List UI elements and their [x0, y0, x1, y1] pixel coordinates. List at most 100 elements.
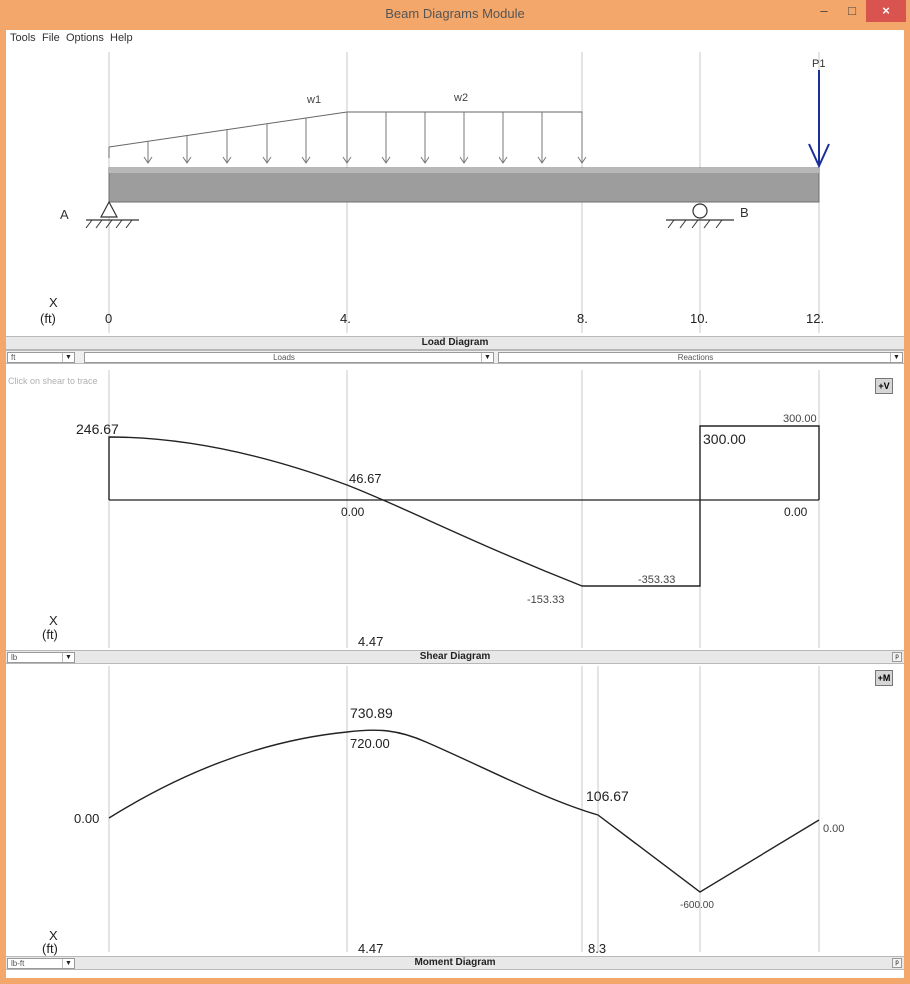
ground-hatch	[95, 219, 103, 229]
load-combo-row: ft ▼ Loads ▼ Reactions ▼	[6, 350, 904, 364]
ground-hatch	[105, 219, 113, 229]
moment-units-value: lb-ft	[11, 959, 25, 968]
menu-bar: Tools File Options Help	[6, 30, 904, 48]
close-button[interactable]: ×	[866, 0, 906, 22]
axis-unit-label: (ft)	[40, 311, 56, 326]
moment-diagram-title-bar: Moment Diagram lb-ft ▼ p	[6, 956, 904, 970]
load-arrow	[577, 156, 587, 164]
position-label: 0	[105, 311, 112, 326]
chevron-down-icon: ▼	[890, 353, 902, 362]
title-bar: Beam Diagrams Module – □ ×	[0, 0, 910, 30]
shear-value: 246.67	[76, 421, 119, 437]
menu-file[interactable]: File	[42, 32, 60, 44]
shear-diagram-title-bar: Shear Diagram lb ▼ p	[6, 650, 904, 664]
load-arrow	[182, 156, 192, 164]
load-arrow	[222, 156, 232, 164]
axis-x-label: X	[49, 613, 58, 628]
axis-unit-label: (ft)	[42, 627, 58, 642]
shear-curve	[108, 425, 820, 587]
distributed-load-outline	[108, 111, 583, 158]
units-select-value: ft	[11, 353, 16, 362]
axis-unit-label: (ft)	[42, 941, 58, 956]
menu-help[interactable]: Help	[110, 32, 133, 44]
moment-diagram-title: Moment Diagram	[414, 957, 496, 968]
diagram-canvas: w1 w2 A	[40, 52, 844, 956]
moment-sign-toggle[interactable]: +M	[875, 670, 893, 686]
load-diagram-title: Load Diagram	[421, 337, 489, 348]
load-arrow	[342, 156, 352, 164]
shear-value: 0.00	[784, 505, 808, 519]
client-area: Tools File Options Help	[6, 30, 904, 978]
units-select[interactable]: ft ▼	[7, 352, 75, 363]
axis-x-label: X	[49, 928, 58, 943]
chevron-down-icon: ▼	[62, 653, 74, 662]
moment-options-button[interactable]: p	[892, 958, 902, 968]
loads-select-value: Loads	[273, 353, 295, 362]
label-b: B	[740, 205, 749, 220]
ground-hatch	[691, 219, 699, 229]
moment-value: 0.00	[823, 823, 844, 835]
zero-position-label: 8.3	[588, 941, 606, 956]
load-arrow	[498, 156, 508, 164]
max-position-label: 4.47	[358, 941, 383, 956]
zero-crossing-label: 4.47	[358, 634, 383, 649]
loads-select[interactable]: Loads ▼	[84, 352, 494, 363]
load-arrow	[459, 156, 469, 164]
moment-value: 106.67	[586, 788, 629, 804]
shear-sign-toggle[interactable]: +V	[875, 378, 893, 394]
position-label: 10.	[690, 311, 708, 326]
moment-curve	[108, 729, 820, 893]
position-label: 4.	[340, 311, 351, 326]
window-title: Beam Diagrams Module	[385, 6, 525, 21]
position-label: 12.	[806, 311, 824, 326]
load-arrow	[420, 156, 430, 164]
shear-value: -153.33	[527, 594, 564, 606]
label-p1: P1	[812, 58, 825, 70]
moment-value: 720.00	[350, 736, 390, 751]
roller-support-b	[692, 203, 708, 219]
point-load-arrowhead	[808, 143, 830, 169]
shear-value: -353.33	[638, 574, 675, 586]
ground-hatch	[115, 219, 123, 229]
label-w2: w2	[453, 92, 468, 104]
shear-value: 300.00	[703, 431, 746, 447]
chevron-down-icon: ▼	[62, 959, 74, 968]
reactions-select-value: Reactions	[677, 353, 714, 362]
minimize-button[interactable]: –	[820, 3, 828, 18]
menu-tools[interactable]: Tools	[10, 32, 36, 44]
maximize-button[interactable]: □	[848, 3, 856, 18]
moment-value: 730.89	[350, 705, 393, 721]
shear-value: 46.67	[349, 471, 382, 486]
load-arrow	[301, 156, 311, 164]
shear-value: 0.00	[341, 505, 365, 519]
moment-value: -600.00	[680, 900, 714, 911]
ground-hatch	[667, 219, 675, 229]
menu-options[interactable]: Options	[66, 32, 104, 44]
label-a: A	[60, 207, 69, 222]
ground-hatch	[703, 219, 711, 229]
load-arrow	[262, 156, 272, 164]
load-arrow	[537, 156, 547, 164]
ground-hatch	[85, 219, 93, 229]
load-diagram-title-bar: Load Diagram	[6, 336, 904, 350]
shear-units-select[interactable]: lb ▼	[7, 652, 75, 663]
shear-value: 300.00	[783, 413, 817, 425]
moment-value: 0.00	[74, 811, 99, 826]
shear-options-button[interactable]: p	[892, 652, 902, 662]
chevron-down-icon: ▼	[62, 353, 74, 362]
label-w1: w1	[306, 94, 321, 106]
load-arrow	[381, 156, 391, 164]
reactions-select[interactable]: Reactions ▼	[498, 352, 903, 363]
position-label: 8.	[577, 311, 588, 326]
moment-units-select[interactable]: lb-ft ▼	[7, 958, 75, 969]
shear-hint-text: Click on shear to trace	[8, 376, 98, 386]
beam	[108, 167, 820, 203]
shear-diagram-title: Shear Diagram	[419, 651, 491, 662]
moment-diagram-panel: 0.00 730.89 720.00 106.67 -600.00 0.00 X…	[42, 666, 844, 956]
axis-x-label: X	[49, 295, 58, 310]
chevron-down-icon: ▼	[481, 353, 493, 362]
ground-hatch	[715, 219, 723, 229]
shear-units-value: lb	[11, 653, 18, 662]
ground-hatch	[679, 219, 687, 229]
ground-hatch	[125, 219, 133, 229]
